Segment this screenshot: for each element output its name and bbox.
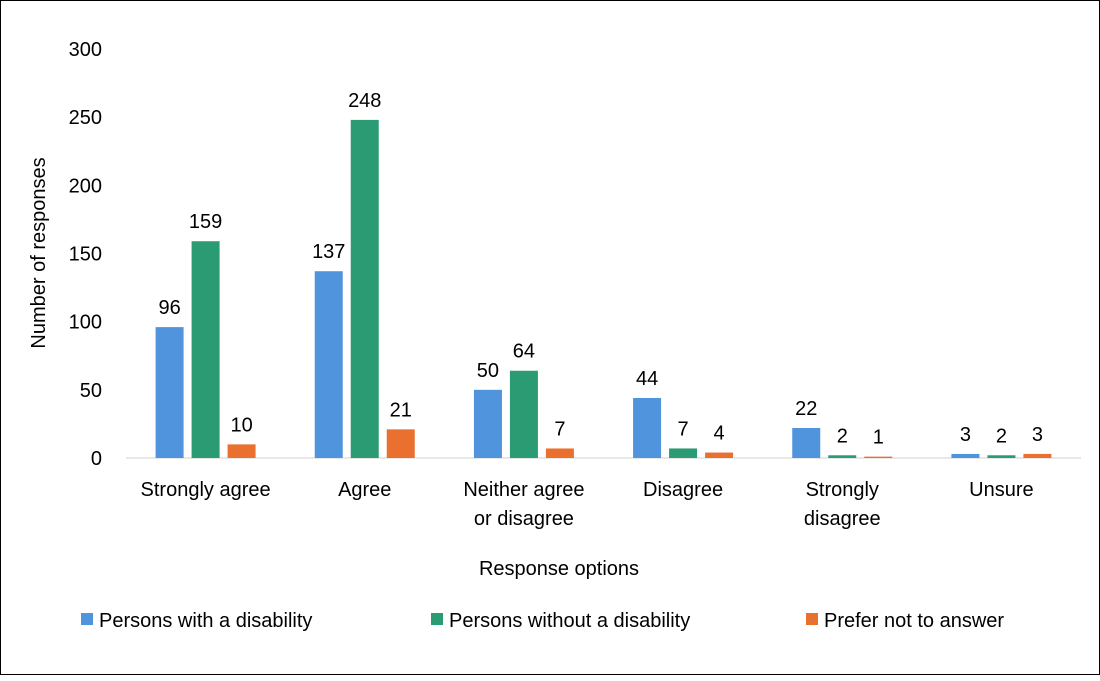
data-label: 3 (1032, 424, 1043, 446)
y-tick-label: 100 (69, 312, 102, 334)
y-tick-label: 0 (91, 448, 102, 470)
x-axis-title: Response options (479, 558, 639, 580)
x-axis-labels: Strongly agree Agree Neither agree or disag… (141, 479, 1034, 530)
y-axis-title: Number of responses (28, 157, 50, 348)
data-label: 22 (795, 398, 817, 420)
x-tick-label: Disagree (643, 479, 723, 501)
y-tick-label: 150 (69, 244, 102, 266)
bar (509, 370, 538, 458)
data-label: 1 (873, 427, 884, 449)
data-label: 50 (477, 360, 499, 382)
bar (669, 448, 698, 458)
bar (987, 455, 1016, 458)
data-label: 7 (554, 418, 565, 440)
data-label: 3 (960, 424, 971, 446)
legend-swatch (431, 613, 443, 625)
data-label: 44 (636, 368, 658, 390)
x-tick-label: Agree (338, 479, 391, 501)
x-tick-label: Strongly agree (141, 479, 271, 501)
y-tick-label: 200 (69, 175, 102, 197)
data-label: 64 (513, 341, 535, 363)
data-label: 2 (837, 425, 848, 447)
data-label: 137 (312, 241, 345, 263)
bar (792, 428, 821, 458)
data-label: 21 (390, 399, 412, 421)
bar (191, 241, 220, 458)
bar (705, 452, 734, 458)
data-label: 248 (348, 90, 381, 112)
legend-swatch (81, 613, 93, 625)
bar (155, 327, 184, 458)
data-label: 159 (189, 211, 222, 233)
bar (1023, 453, 1052, 458)
bar (545, 448, 574, 458)
bar (951, 453, 980, 458)
y-tick-label: 50 (80, 380, 102, 402)
bar (227, 444, 256, 458)
legend-label: Persons without a disability (449, 610, 690, 632)
data-label: 4 (714, 423, 725, 445)
legend: Persons with a disability Persons without… (81, 610, 1004, 632)
bar (386, 429, 415, 458)
bar (633, 398, 662, 458)
legend-label: Prefer not to answer (824, 610, 1004, 632)
bar (473, 389, 502, 458)
data-label: 10 (230, 414, 252, 436)
data-label: 7 (678, 418, 689, 440)
x-tick-label: Unsure (969, 479, 1033, 501)
x-tick-label: disagree (804, 508, 881, 530)
x-tick-label: Neither agree (463, 479, 584, 501)
bar (828, 455, 857, 458)
legend-label: Persons with a disability (99, 610, 312, 632)
data-label: 96 (158, 297, 180, 319)
y-tick-label: 250 (69, 107, 102, 129)
y-tick-label: 300 (69, 39, 102, 61)
data-label: 2 (996, 425, 1007, 447)
legend-swatch (806, 613, 818, 625)
x-tick-label: Strongly (806, 479, 879, 501)
bar (864, 456, 893, 458)
bar (314, 271, 343, 458)
x-tick-label: or disagree (474, 508, 574, 530)
bar (350, 119, 379, 458)
y-axis-ticks: 0 50 100 150 200 250 300 (69, 39, 102, 470)
